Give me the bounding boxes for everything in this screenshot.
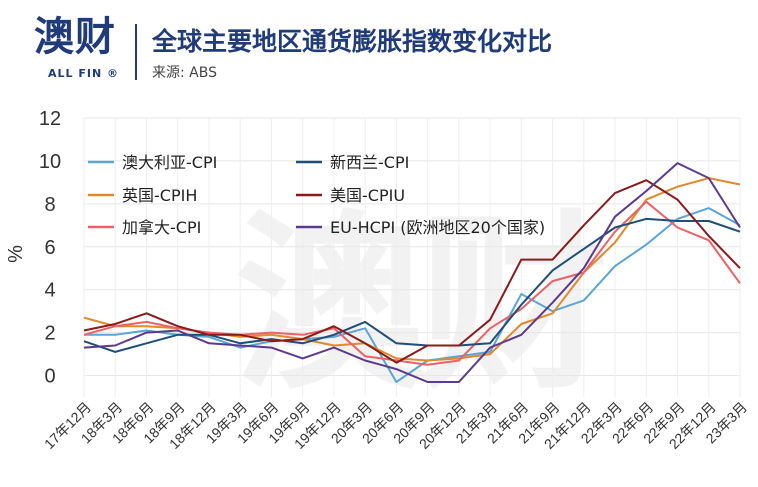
header: 澳财 ALL FIN ® 全球主要地区通货膨胀指数变化对比 来源: ABS xyxy=(0,0,758,100)
series-line-3 xyxy=(83,217,741,353)
legend-label: 加拿大-CPI xyxy=(122,218,201,237)
x-axis-ticks: 17年12月18年3月18年6月18年9月18年12月19年3月19年6月19年… xyxy=(41,399,750,452)
series-lines xyxy=(83,162,741,383)
series-line-4 xyxy=(83,179,741,364)
y-axis-label: % xyxy=(5,245,27,263)
header-divider xyxy=(135,24,137,80)
y-tick-label: 0 xyxy=(44,366,55,388)
legend-label: 美国-CPIU xyxy=(330,186,405,205)
legend-label: 新西兰-CPI xyxy=(330,153,409,172)
y-axis-ticks: 0 2 4 6 8 10 12 xyxy=(39,108,61,388)
legend-label: 澳大利亚-CPI xyxy=(122,153,217,172)
logo-subtitle: ALL FIN ® xyxy=(48,67,120,80)
legend-label: EU-HCPI (欧洲地区20个国家) xyxy=(330,218,545,237)
y-tick-label: 6 xyxy=(44,237,55,259)
series-line-5 xyxy=(83,162,741,383)
source-note: 来源: ABS xyxy=(152,65,217,81)
page-title: 全球主要地区通货膨胀指数变化对比 xyxy=(152,27,553,56)
y-tick-label: 8 xyxy=(44,194,55,216)
logo: 澳财 xyxy=(34,14,116,60)
y-tick-label: 12 xyxy=(39,108,61,130)
y-tick-label: 10 xyxy=(39,151,61,173)
y-tick-label: 4 xyxy=(44,280,55,302)
legend: 澳大利亚-CPI 英国-CPIH 加拿大-CPI 新西兰-CPI 美国-CPIU EU-H… xyxy=(88,153,545,237)
legend-label: 英国-CPIH xyxy=(122,186,197,205)
y-tick-label: 2 xyxy=(44,323,55,345)
